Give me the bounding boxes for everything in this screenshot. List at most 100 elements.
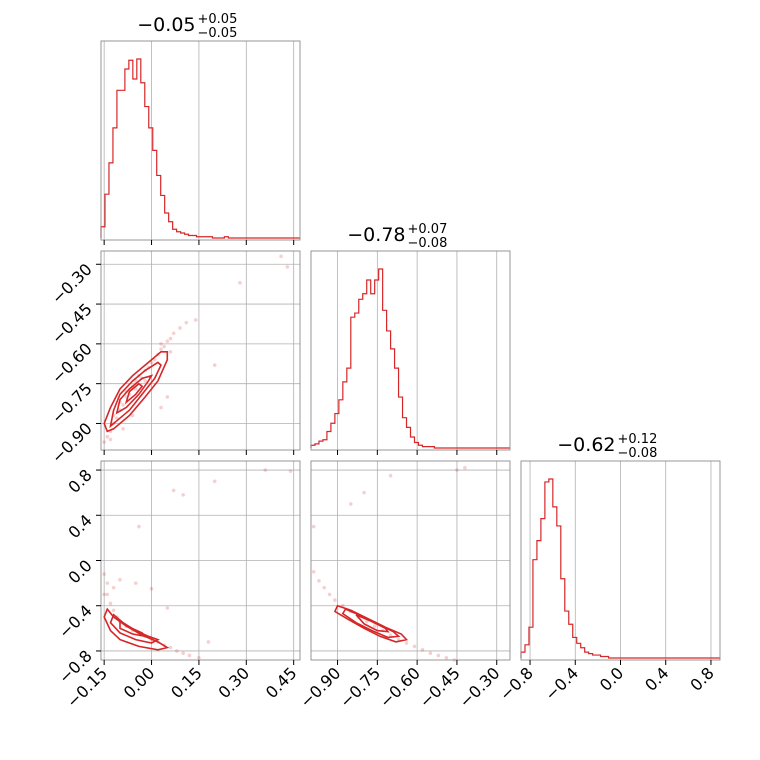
sample-point (193, 318, 198, 322)
sample-point (105, 434, 110, 439)
sample-point (121, 403, 125, 407)
histogram-step (310, 268, 510, 449)
sample-point (455, 468, 459, 472)
sample-point (184, 320, 189, 325)
sample-point (159, 342, 163, 346)
sample-point (197, 655, 201, 660)
sample-point (206, 640, 211, 644)
sample-point (111, 585, 116, 590)
sample-point (288, 469, 293, 473)
sample-point (118, 577, 122, 582)
sample-point (181, 651, 185, 656)
panel-frame (100, 250, 301, 451)
sample-point (108, 437, 113, 442)
x-tick-label: −0.60 (376, 663, 424, 711)
sample-point (404, 641, 409, 645)
sample-point (105, 581, 110, 585)
x-tick-label: −0.45 (416, 663, 464, 711)
sample-point (165, 339, 170, 344)
sample-point (388, 473, 393, 478)
x-tick-label: 0.15 (167, 663, 206, 702)
param-title-upper-error: +0.12 (618, 432, 658, 447)
panel-frame (310, 460, 511, 661)
x-tick-label: 0.00 (120, 663, 159, 702)
param-title-lower-error: −0.05 (198, 26, 238, 41)
sample-point (165, 395, 170, 399)
x-tick-label: −0.8 (496, 663, 537, 704)
density-contour (124, 382, 144, 405)
x-tick-label: −0.4 (541, 663, 582, 704)
histogram-step (100, 58, 300, 239)
sample-point (420, 648, 425, 652)
sample-point (285, 265, 290, 269)
sample-point (412, 644, 417, 649)
sample-point (159, 405, 163, 410)
param-title-median: −0.78 (347, 224, 405, 246)
param-title-lower-error: −0.08 (618, 446, 658, 461)
param-title-lower-error: −0.08 (408, 236, 448, 251)
sample-point (372, 624, 377, 628)
sample-point (388, 633, 393, 637)
x-tick-label: 0.30 (215, 663, 254, 702)
sample-point (121, 426, 125, 431)
sample-point (362, 490, 366, 495)
sample-point (102, 440, 106, 444)
sample-point (181, 493, 185, 497)
sample-point (105, 592, 110, 597)
y-tick-label: 0.8 (64, 465, 95, 496)
param-title-upper-error: +0.07 (408, 222, 448, 237)
param-title-median: −0.05 (137, 14, 195, 36)
y-tick-label: 0.0 (64, 556, 95, 587)
sample-point (279, 254, 283, 259)
sample-point (168, 645, 173, 650)
sample-point (108, 601, 113, 606)
sample-point (149, 586, 154, 591)
sample-point (165, 606, 170, 610)
sample-point (212, 363, 217, 367)
sample-point (327, 592, 332, 597)
sample-point (364, 619, 369, 624)
y-tick-label: −0.4 (55, 601, 96, 642)
x-tick-label: −0.30 (455, 663, 503, 711)
sample-point (187, 653, 192, 658)
x-tick-label: −0.75 (336, 663, 384, 711)
sample-point (171, 488, 176, 493)
y-tick-label: −0.45 (48, 299, 96, 347)
density-contour (119, 620, 148, 638)
x-tick-label: 0.8 (686, 663, 717, 694)
sample-point (322, 585, 327, 590)
sample-point (463, 465, 467, 470)
sample-point (263, 468, 268, 472)
sample-point (317, 579, 321, 583)
x-tick-label: −0.90 (296, 663, 344, 711)
sample-point (333, 598, 337, 602)
histogram-step (520, 478, 720, 659)
x-tick-label: 0.45 (262, 663, 301, 702)
sample-point (428, 651, 433, 656)
sample-point (102, 572, 106, 576)
sample-point (133, 581, 138, 585)
sample-point (444, 655, 449, 660)
sample-point (162, 344, 166, 349)
y-tick-label: −0.75 (48, 379, 96, 427)
sample-point (212, 479, 217, 484)
sample-point (171, 331, 176, 336)
sample-point (168, 350, 173, 354)
density-contour (355, 614, 390, 633)
density-contour (103, 350, 169, 433)
panel-frame (310, 250, 511, 451)
y-tick-label: −0.90 (48, 419, 96, 467)
sample-point (178, 326, 182, 330)
sample-point (311, 524, 316, 529)
sample-point (102, 592, 106, 597)
sample-point (159, 347, 163, 351)
y-tick-label: −0.60 (48, 339, 96, 387)
sample-point (168, 336, 173, 341)
x-tick-label: 0.4 (641, 663, 672, 694)
sample-point (175, 649, 179, 653)
sample-point (311, 570, 316, 574)
sample-point (137, 524, 141, 529)
x-tick-label: 0.0 (596, 663, 627, 694)
sample-point (111, 608, 116, 613)
